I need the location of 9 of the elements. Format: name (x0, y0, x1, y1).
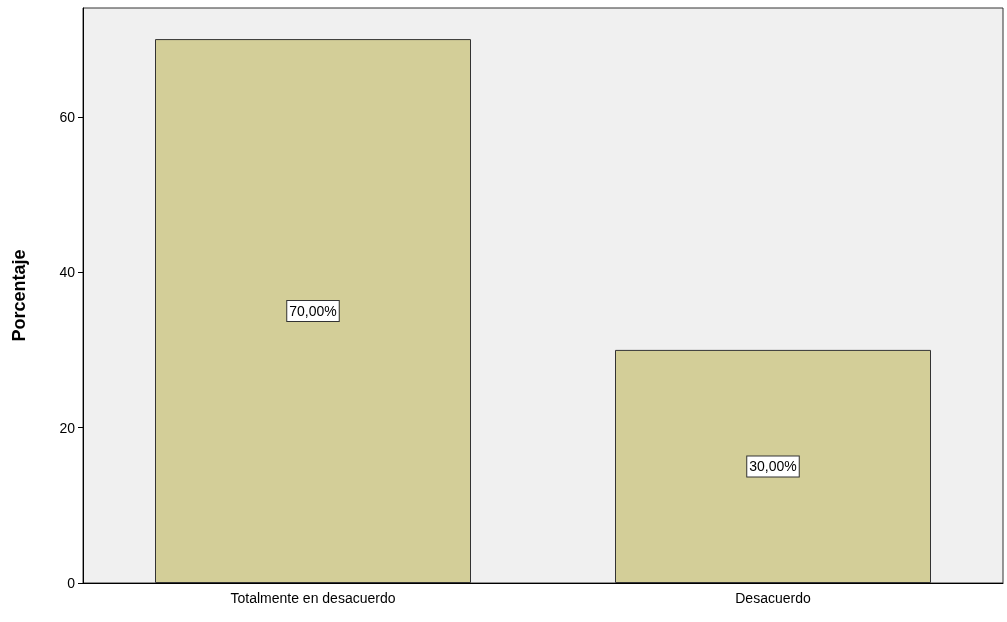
x-tick-label: Desacuerdo (735, 590, 811, 606)
y-tick-label: 20 (59, 419, 76, 436)
data-label: 70,00% (289, 303, 337, 320)
y-tick-label: 40 (59, 264, 76, 281)
y-tick-label: 0 (67, 575, 76, 591)
x-tick-label: Totalmente en desacuerdo (230, 590, 396, 606)
y-tick-label: 60 (59, 108, 76, 125)
data-label: 30,00% (749, 458, 797, 475)
y-axis-title: Porcentaje (9, 249, 29, 342)
